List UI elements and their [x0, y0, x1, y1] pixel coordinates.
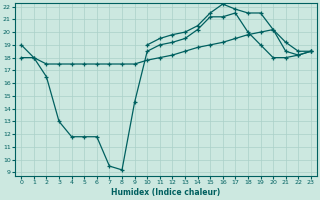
X-axis label: Humidex (Indice chaleur): Humidex (Indice chaleur): [111, 188, 221, 197]
